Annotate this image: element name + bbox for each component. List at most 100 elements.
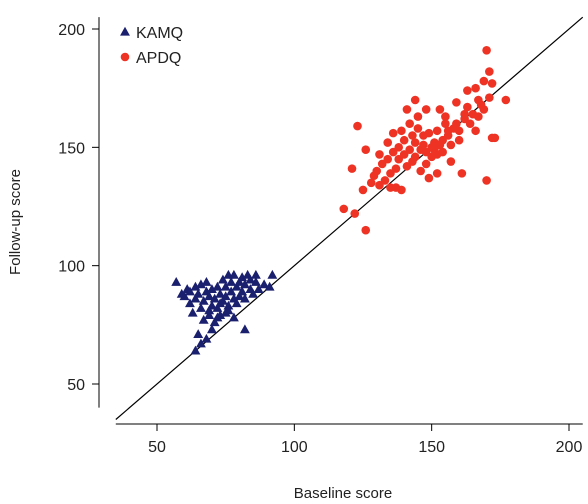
x-tick-label: 50 — [148, 439, 166, 456]
data-point — [383, 138, 393, 147]
x-tick-label: 200 — [556, 439, 583, 456]
data-point — [397, 185, 406, 195]
data-point — [201, 277, 212, 286]
data-point — [501, 95, 511, 105]
data-point — [179, 291, 190, 301]
points-layer — [171, 46, 511, 355]
data-point — [399, 135, 409, 145]
data-point — [185, 298, 195, 308]
identity-line — [115, 16, 584, 420]
data-point — [438, 147, 447, 157]
data-point — [482, 176, 491, 185]
axes: 50 100 150 200 50 100 150 200 — [58, 17, 583, 456]
data-point — [223, 300, 234, 310]
data-point — [446, 140, 456, 150]
data-point — [187, 307, 198, 317]
data-point — [267, 269, 278, 279]
legend-marker — [120, 26, 130, 36]
data-point — [419, 140, 428, 150]
data-point — [248, 288, 259, 298]
data-point — [253, 284, 264, 293]
data-point — [446, 157, 456, 166]
data-point — [485, 67, 494, 76]
data-point — [237, 286, 248, 296]
data-point — [353, 121, 362, 131]
data-point — [463, 102, 472, 112]
data-point — [487, 79, 497, 88]
data-point — [234, 277, 245, 286]
data-point — [264, 281, 275, 291]
data-point — [215, 288, 226, 298]
data-point — [212, 312, 223, 322]
data-point — [441, 119, 450, 128]
data-point — [405, 145, 414, 154]
data-point — [237, 272, 248, 282]
data-point — [217, 274, 228, 284]
data-point — [190, 345, 201, 355]
series-kamq — [171, 269, 278, 355]
data-point — [209, 317, 220, 327]
data-point — [435, 105, 445, 114]
data-point — [350, 209, 360, 218]
data-point — [391, 164, 401, 173]
reference-line-layer — [115, 16, 584, 420]
data-point — [474, 112, 483, 121]
data-point — [223, 305, 234, 315]
data-point — [372, 166, 382, 176]
data-point — [231, 298, 242, 308]
data-point — [250, 269, 261, 279]
data-point — [441, 112, 450, 121]
data-point — [206, 324, 217, 334]
data-point — [361, 225, 371, 235]
data-point — [380, 176, 390, 185]
x-axis-label: Baseline score — [294, 485, 392, 502]
data-point — [220, 281, 231, 291]
legend-label: APDQ — [136, 50, 181, 67]
y-tick-label: 100 — [58, 259, 85, 276]
data-point — [485, 93, 494, 102]
data-point — [471, 126, 480, 136]
data-point — [421, 159, 431, 169]
data-point — [471, 83, 480, 93]
data-point — [212, 281, 223, 291]
data-point — [402, 105, 412, 114]
data-point — [410, 95, 420, 105]
data-point — [185, 286, 195, 296]
y-tick-label: 50 — [67, 377, 85, 394]
data-point — [209, 293, 220, 303]
data-point — [204, 291, 215, 301]
data-point — [410, 138, 420, 147]
x-tick-label: 100 — [281, 439, 308, 456]
data-point — [215, 298, 226, 308]
data-point — [198, 314, 209, 324]
data-point — [452, 119, 461, 128]
data-point — [198, 295, 209, 305]
data-point — [347, 164, 357, 173]
data-point — [220, 291, 231, 301]
data-point — [490, 133, 500, 143]
data-point — [228, 312, 239, 322]
data-point — [201, 333, 212, 343]
data-point — [171, 277, 182, 286]
y-axis-label: Follow-up score — [7, 169, 24, 275]
data-point — [397, 126, 406, 136]
y-tick-label: 150 — [58, 140, 85, 157]
data-point — [259, 279, 270, 289]
data-point — [245, 274, 256, 284]
data-point — [226, 277, 237, 286]
data-point — [424, 128, 434, 138]
y-tick-label: 200 — [58, 22, 85, 39]
data-point — [405, 119, 414, 128]
data-point — [457, 169, 467, 178]
legend-marker — [120, 52, 130, 62]
data-point — [231, 281, 242, 291]
data-point — [432, 169, 442, 178]
data-point — [361, 145, 371, 154]
data-point — [421, 105, 431, 114]
data-point — [482, 46, 491, 55]
data-point — [234, 291, 245, 301]
data-point — [196, 279, 206, 289]
data-point — [388, 128, 398, 138]
data-point — [196, 303, 206, 312]
data-point — [239, 279, 250, 289]
